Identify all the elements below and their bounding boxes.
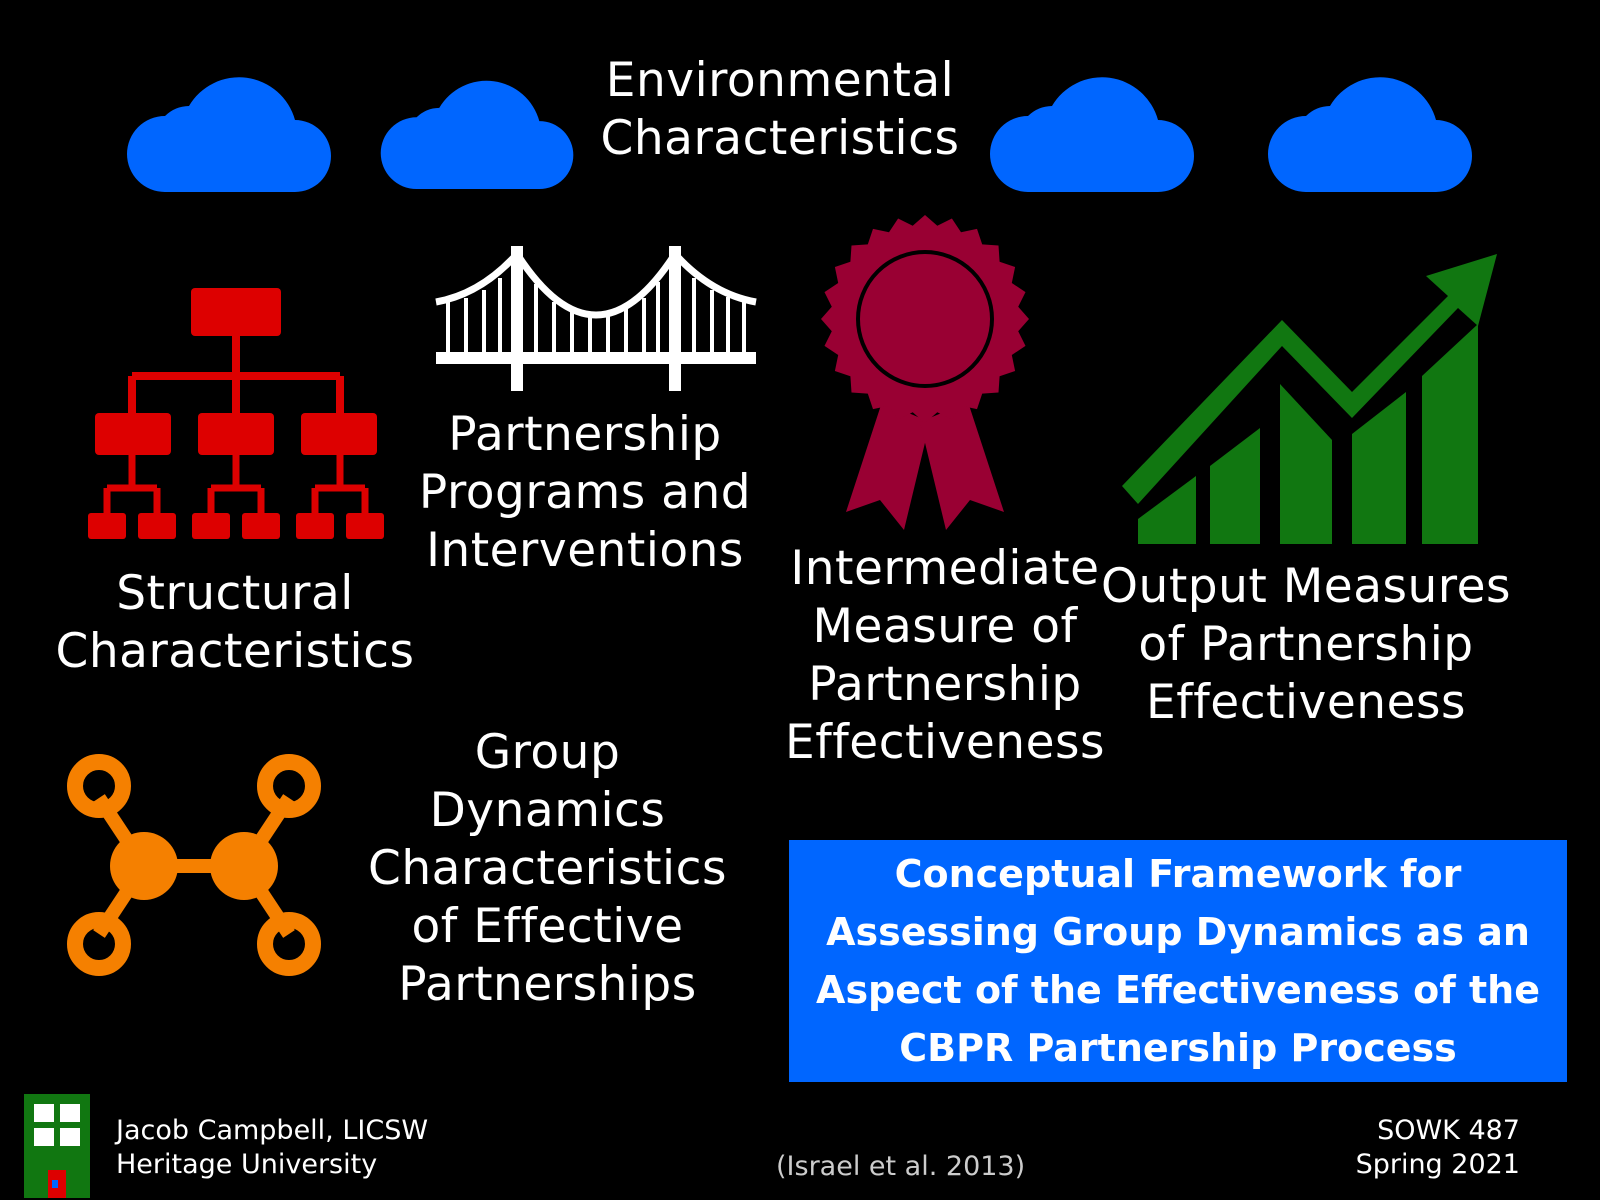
partnership-programs-label: Partnership Programs and Interventions	[418, 407, 752, 578]
intermediate-measure-label: Intermediate Measure of Partnership Effe…	[785, 541, 1105, 770]
output-measures-label: Output Measures of Partnership Effective…	[1101, 559, 1511, 730]
framework-title: Conceptual Framework for Assessing Group…	[816, 852, 1540, 1070]
building-logo-icon	[24, 1094, 90, 1198]
structural-characteristics-label: Structural Characteristics	[55, 566, 415, 679]
course-term: Spring 2021	[1355, 1149, 1520, 1180]
cloud-icon	[1268, 77, 1472, 192]
group-dynamics-label: Group Dynamics Characteristics of Effect…	[368, 725, 727, 1012]
institution-name: Heritage University	[116, 1149, 378, 1180]
cloud-icon	[990, 77, 1194, 192]
growth-chart-icon	[1122, 254, 1497, 544]
framework-title-box: Conceptual Framework for Assessing Group…	[789, 840, 1567, 1082]
bridge-icon	[435, 246, 757, 391]
citation: (Israel et al. 2013)	[776, 1151, 1026, 1182]
network-molecule-icon	[67, 754, 321, 976]
award-ribbon-icon	[821, 215, 1029, 530]
org-chart-icon	[88, 288, 384, 539]
course-code: SOWK 487	[1377, 1115, 1520, 1146]
cloud-icon	[127, 77, 331, 192]
environmental-characteristics-label: Environmental Characteristics	[600, 53, 960, 166]
cloud-icon	[380, 80, 574, 190]
author-name: Jacob Campbell, LICSW	[116, 1115, 429, 1146]
